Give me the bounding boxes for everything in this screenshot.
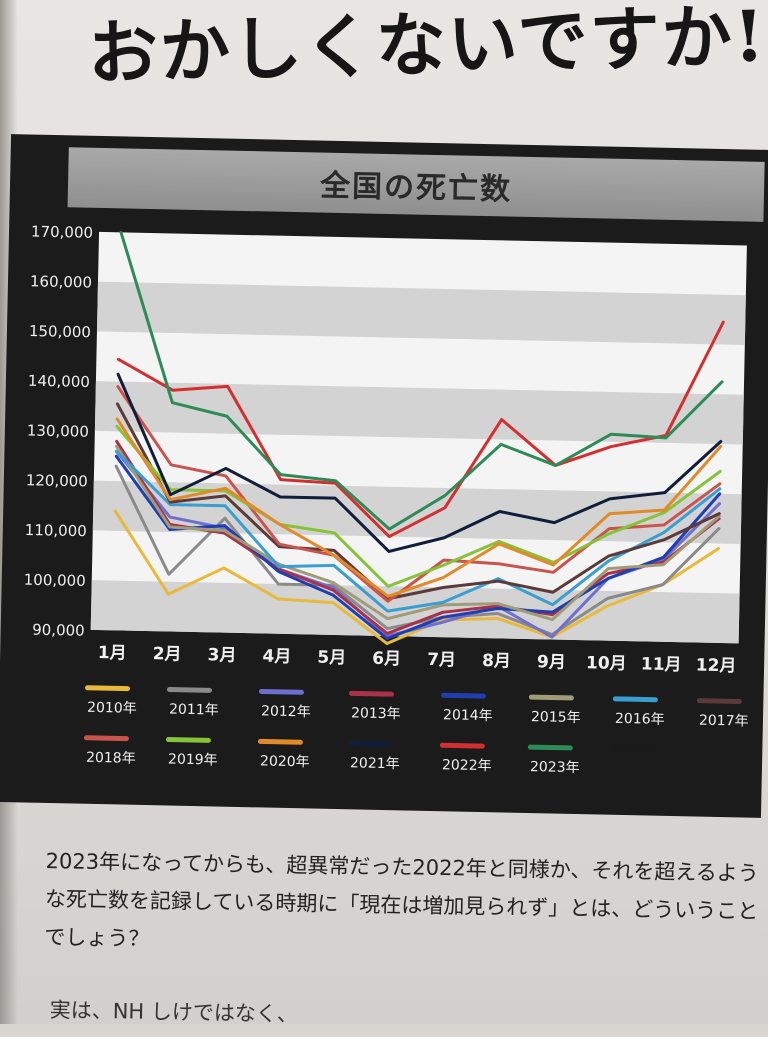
series-line-2023年 [119,230,724,531]
legend-swatch [347,740,393,747]
legend-label: 2015年 [531,709,581,726]
x-tick-label: 11月 [641,654,682,675]
x-tick-label: 12月 [696,656,737,677]
legend-swatch [527,744,573,751]
chart-panel: 全国の死亡数 170,000 160,000 150,000 140,000 130,0… [0,134,768,818]
chart-title: 全国の死亡数 [319,168,513,208]
legend-label: 2011年 [169,702,219,719]
line-chart: 170,000 160,000 150,000 140,000 130,000 120,0… [24,223,749,777]
y-tick-label: 120,000 [26,471,88,490]
legend-label: 2010年 [87,700,137,717]
x-tick-label: 6月 [372,649,401,670]
series-line-2014年 [114,454,722,641]
legend-swatch [348,690,394,697]
legend-label: 2017年 [699,713,749,730]
legend-swatch [166,687,212,693]
series-line-2015年 [115,444,721,622]
legend-label: 2014年 [443,707,493,724]
legend-swatch [528,694,574,701]
legend-label: 2022年 [442,757,492,774]
chart-title-bar: 全国の死亡数 [67,147,765,222]
legend-swatch [258,688,304,695]
x-tick-label: 3月 [207,645,236,666]
legend-label: 2021年 [350,755,400,772]
x-tick-label: 2月 [152,644,181,665]
y-tick-label: 100,000 [24,571,86,590]
legend-label: 2012年 [261,703,311,720]
series-line-2010年 [113,509,721,646]
x-tick-label: 4月 [262,646,291,667]
legend-swatch [165,737,211,743]
legend-label: 2018年 [86,750,136,767]
legend-swatch [257,738,303,745]
y-tick-label: 130,000 [27,421,89,440]
series-line-2016年 [114,449,722,613]
x-tick-label: 5月 [317,648,346,669]
x-tick-label: 1月 [98,643,127,664]
legend-swatch [439,742,485,749]
page-headline: おかしくないですか!? [86,0,768,95]
legend-label: 2019年 [168,751,218,768]
legend-swatch [84,685,130,692]
grid-band [94,381,744,445]
y-tick-label: 170,000 [31,223,93,242]
body-paragraph-2-partial: 実は、NH しけではなく、 [49,997,299,1027]
legend-label: 2013年 [351,705,401,722]
legend-swatch [612,696,658,703]
y-tick-label: 150,000 [29,322,91,341]
x-tick-label: 8月 [482,651,511,672]
legend-label: 2016年 [615,711,665,728]
body-paragraph: 2023年になってからも、超異常だった2022年と同様か、それを超えるような死亡… [44,842,762,968]
legend-swatch [83,735,129,742]
y-tick-label: 140,000 [28,372,90,391]
x-tick-label: 10月 [586,653,627,674]
series-line-2017年 [115,402,721,601]
legend-label: 2020年 [260,753,310,770]
y-tick-label: 160,000 [30,272,92,291]
x-tick-label: 9月 [537,652,566,673]
legend-swatch [696,698,742,704]
y-tick-label: 110,000 [25,521,87,540]
series-line-2021年 [116,372,723,553]
legend-swatch [440,692,486,699]
x-tick-label: 7月 [427,650,456,671]
series-line-2020年 [115,417,723,598]
grid-band [96,281,746,345]
legend-label: 2023年 [530,759,580,776]
y-tick-label: 90,000 [32,621,85,640]
series-line-2013年 [115,439,721,636]
legend-extra-swatch [611,746,657,753]
body-paragraph-1: 2023年になってからも、超異常だった2022年と同様か、それを超えるような死亡… [44,848,759,951]
series-line-2022年 [116,320,725,539]
